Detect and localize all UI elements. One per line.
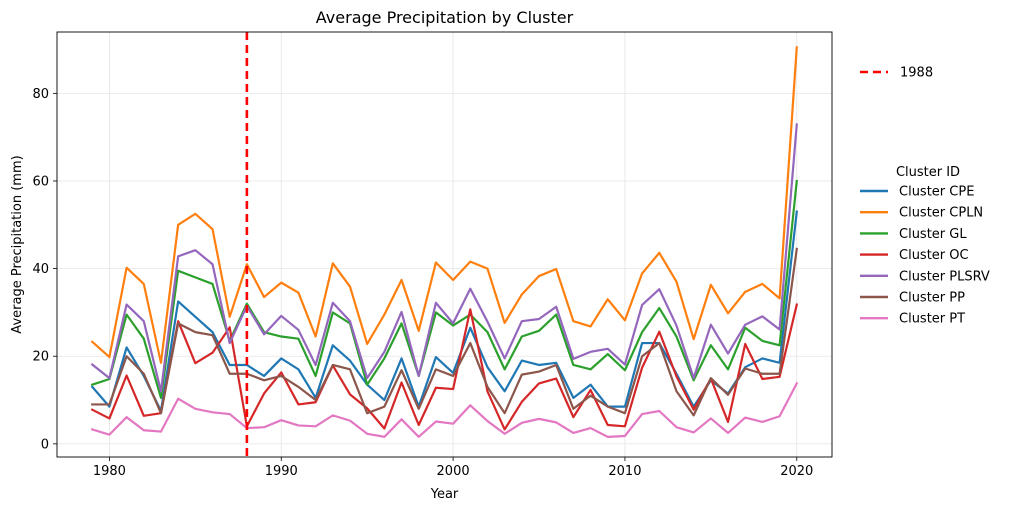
x-axis-ticks: 1980 1990 2000 2010 2020 [93, 457, 813, 479]
series-line-cluster-plsrv [90, 123, 798, 393]
legend-title: Cluster ID [896, 165, 960, 180]
x-tick-label: 2020 [780, 464, 813, 479]
legend-label: Cluster PP [899, 291, 965, 306]
chart-title: Average Precipitation by Cluster [316, 8, 574, 27]
y-axis-ticks: 0 20 40 60 80 [32, 87, 57, 452]
x-tick-label: 2000 [437, 464, 470, 479]
legend-label: Cluster CPLN [899, 206, 983, 221]
y-tick-label: 60 [32, 174, 49, 189]
legend-label: Cluster CPE [899, 185, 974, 200]
series-line-cluster-gl [90, 179, 798, 399]
x-axis-title: Year [430, 487, 459, 502]
legend-vline: 1988 [860, 66, 933, 81]
grid [57, 32, 832, 457]
legend-label: Cluster PLSRV [899, 269, 990, 284]
legend-vline-label: 1988 [900, 66, 933, 81]
y-tick-label: 20 [32, 350, 49, 365]
series-line-cluster-oc [90, 303, 799, 431]
series-line-cluster-cpe [90, 210, 798, 413]
series-line-cluster-pt [90, 381, 799, 438]
legend-label: Cluster PT [899, 312, 965, 327]
y-tick-label: 0 [41, 437, 49, 452]
series-lines [90, 46, 799, 438]
plot-frame [56, 31, 833, 458]
series-line-cluster-cpln [90, 46, 798, 364]
legend: Cluster ID Cluster CPE Cluster CPLN Cluste… [860, 165, 990, 327]
legend-label: Cluster GL [899, 227, 967, 242]
y-axis-title: Average Precipitation (mm) [10, 155, 25, 333]
y-tick-label: 80 [32, 87, 49, 102]
x-tick-label: 1980 [93, 464, 126, 479]
series-line-cluster-pp [91, 247, 799, 417]
legend-label: Cluster OC [899, 248, 969, 263]
y-tick-label: 40 [32, 262, 49, 277]
x-tick-label: 1990 [265, 464, 298, 479]
x-tick-label: 2010 [608, 464, 641, 479]
